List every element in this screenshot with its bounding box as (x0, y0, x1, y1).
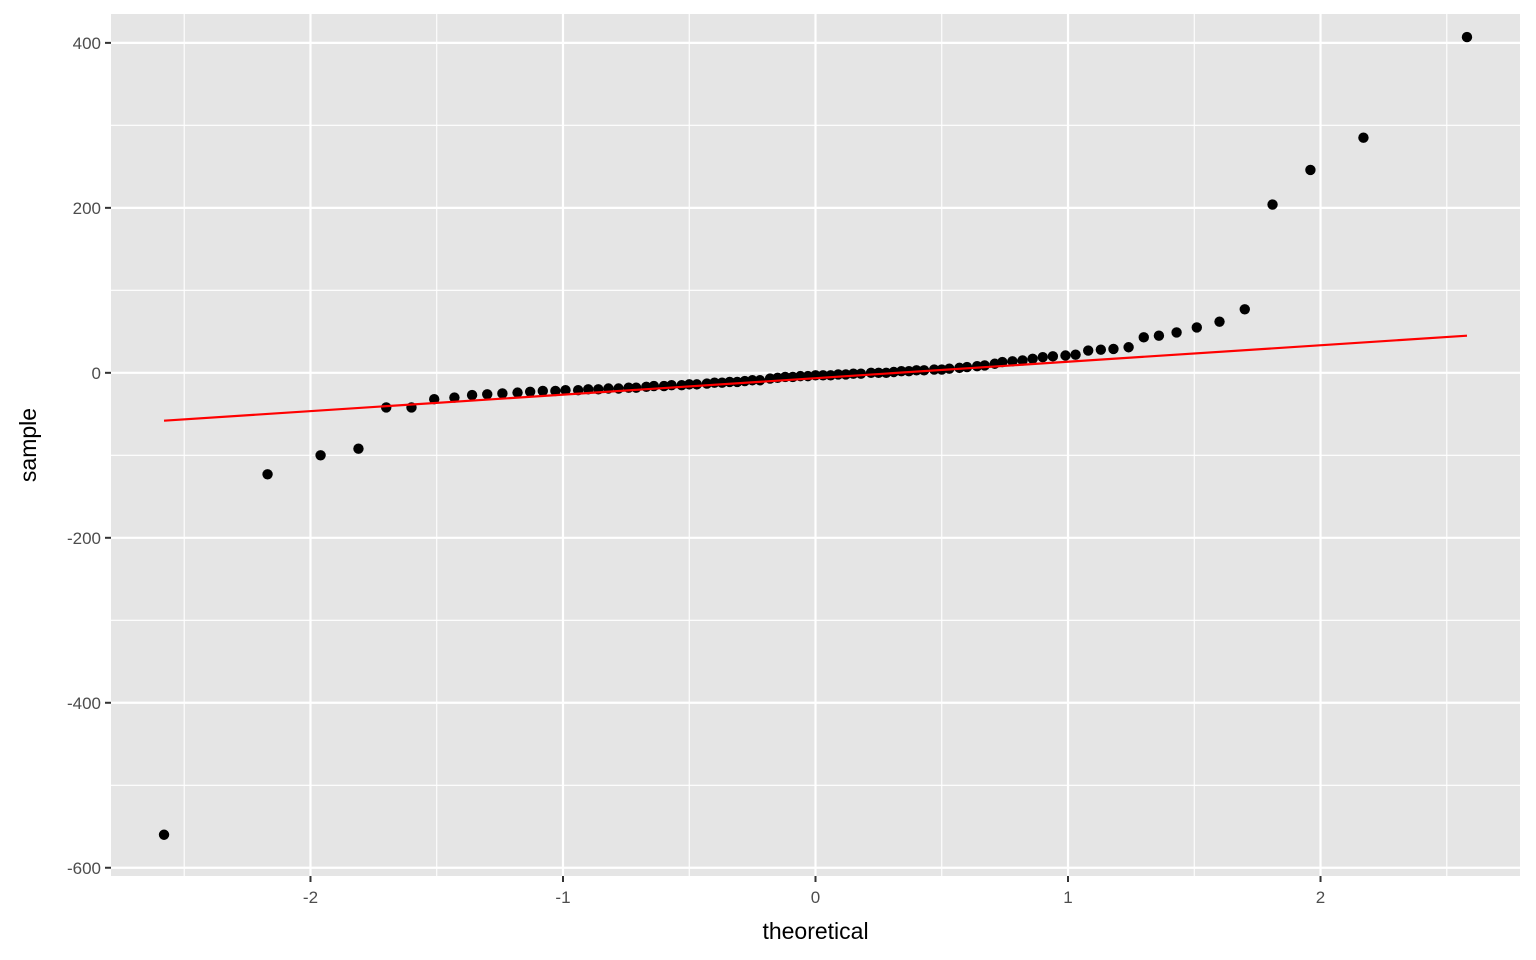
major-gridlines (111, 14, 1520, 876)
data-point (1123, 342, 1134, 353)
reference-line-segment (163, 334, 1468, 422)
data-point (631, 382, 642, 393)
x-tick-label: 0 (811, 888, 820, 907)
x-tick-label: 1 (1063, 888, 1072, 907)
data-point (560, 384, 571, 396)
data-point (1070, 349, 1081, 360)
data-point (1047, 351, 1059, 362)
data-point (537, 385, 548, 397)
data-point (961, 361, 973, 373)
y-tick-label: -400 (67, 694, 101, 713)
data-point (353, 443, 364, 454)
reference-line (163, 334, 1468, 422)
x-axis-title: theoretical (762, 918, 868, 944)
data-point (1060, 350, 1071, 361)
y-axis-ticks: -600 -400 -200 0 200 400 (67, 34, 111, 878)
data-point (262, 469, 273, 480)
data-point (449, 392, 460, 403)
data-point (1171, 327, 1182, 338)
data-point (1037, 351, 1048, 363)
data-point (381, 402, 392, 413)
data-point (1239, 304, 1250, 315)
y-axis-title: sample (15, 408, 41, 482)
data-point (979, 360, 990, 371)
data-point (754, 375, 766, 386)
data-point (1017, 355, 1028, 366)
data-point (1267, 199, 1278, 210)
x-axis-ticks: -2 -1 0 1 2 (303, 876, 1325, 907)
data-point (1214, 316, 1225, 327)
data-point (855, 368, 867, 379)
y-tick-label: -200 (67, 529, 101, 548)
data-point (524, 386, 536, 397)
data-point (315, 450, 326, 461)
data-point (997, 356, 1008, 368)
data-point (482, 389, 493, 400)
x-tick-label: 2 (1316, 888, 1325, 907)
data-point (512, 387, 523, 398)
data-point (1305, 164, 1316, 176)
data-point (1027, 353, 1038, 364)
data-point (1153, 330, 1165, 341)
data-point (1138, 332, 1149, 343)
data-point (1108, 343, 1119, 355)
data-point (1358, 132, 1369, 143)
data-point (1191, 322, 1202, 333)
data-point (497, 388, 508, 399)
data-point (1461, 31, 1473, 43)
data-point (1083, 345, 1094, 356)
x-tick-label: -1 (555, 888, 570, 907)
data-point (550, 385, 561, 397)
data-point (911, 365, 922, 376)
x-tick-label: -2 (303, 888, 318, 907)
y-tick-label: 200 (73, 199, 101, 218)
data-point (1007, 356, 1018, 367)
data-point (158, 829, 170, 840)
y-tick-label: 0 (92, 364, 101, 383)
data-point (466, 389, 478, 401)
data-point (691, 379, 703, 390)
data-point (873, 367, 884, 379)
y-tick-label: 400 (73, 34, 101, 53)
y-tick-label: -600 (67, 859, 101, 878)
data-point (1095, 344, 1107, 355)
